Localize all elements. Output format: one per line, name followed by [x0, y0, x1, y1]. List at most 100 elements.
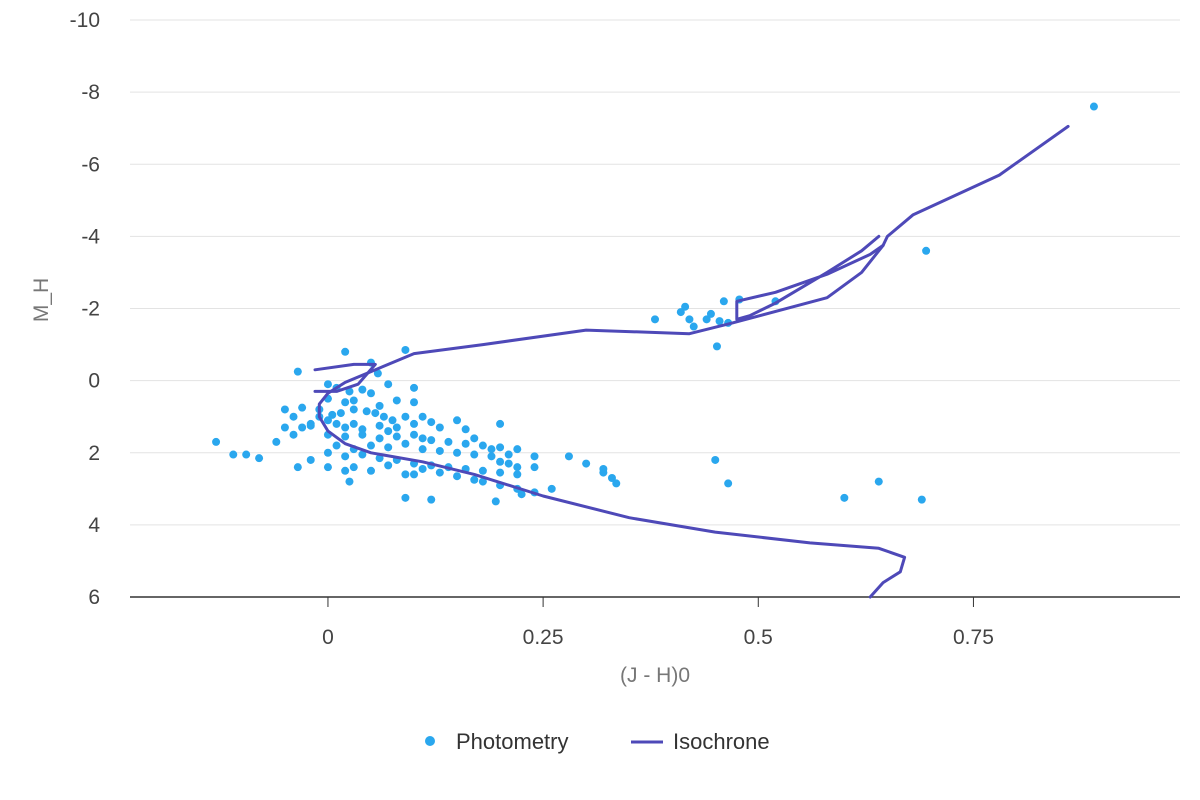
- data-point[interactable]: [470, 450, 479, 459]
- data-point[interactable]: [392, 432, 401, 441]
- data-point[interactable]: [375, 421, 384, 430]
- data-point[interactable]: [418, 464, 427, 473]
- data-point[interactable]: [306, 421, 315, 430]
- series-line-isochrone-1[interactable]: [317, 124, 1070, 599]
- data-point[interactable]: [401, 345, 410, 354]
- data-point[interactable]: [453, 472, 462, 481]
- data-point[interactable]: [392, 423, 401, 432]
- data-point[interactable]: [375, 434, 384, 443]
- data-point[interactable]: [371, 409, 380, 418]
- data-point[interactable]: [341, 466, 350, 475]
- data-point[interactable]: [341, 423, 350, 432]
- data-point[interactable]: [689, 322, 698, 331]
- data-point[interactable]: [513, 463, 522, 472]
- data-point[interactable]: [323, 463, 332, 472]
- data-point[interactable]: [280, 423, 289, 432]
- data-point[interactable]: [323, 448, 332, 457]
- data-point[interactable]: [362, 407, 371, 416]
- data-point[interactable]: [504, 450, 513, 459]
- data-point[interactable]: [349, 396, 358, 405]
- data-point[interactable]: [289, 430, 298, 439]
- series-line-isochrone-3[interactable]: [313, 362, 377, 393]
- data-point[interactable]: [401, 470, 410, 479]
- legend-item-isochrone[interactable]: Isochrone: [631, 729, 770, 754]
- data-point[interactable]: [410, 419, 419, 428]
- data-point[interactable]: [358, 385, 367, 394]
- data-point[interactable]: [681, 302, 690, 311]
- legend[interactable]: Photometry Isochrone: [425, 729, 770, 754]
- data-point[interactable]: [345, 477, 354, 486]
- data-point[interactable]: [487, 452, 496, 461]
- data-point[interactable]: [496, 468, 505, 477]
- data-point[interactable]: [366, 441, 375, 450]
- data-point[interactable]: [427, 495, 436, 504]
- data-point[interactable]: [582, 459, 591, 468]
- data-point[interactable]: [401, 412, 410, 421]
- data-point[interactable]: [435, 468, 444, 477]
- data-point[interactable]: [564, 452, 573, 461]
- data-point[interactable]: [685, 315, 694, 324]
- data-point[interactable]: [651, 315, 659, 324]
- data-point[interactable]: [358, 450, 367, 459]
- data-point[interactable]: [435, 446, 444, 455]
- data-point[interactable]: [917, 495, 926, 504]
- data-point[interactable]: [384, 427, 393, 436]
- data-point[interactable]: [712, 342, 721, 351]
- data-point[interactable]: [724, 479, 733, 488]
- data-point[interactable]: [513, 445, 522, 454]
- data-point[interactable]: [280, 405, 289, 414]
- data-point[interactable]: [401, 439, 410, 448]
- data-point[interactable]: [444, 437, 453, 446]
- data-point[interactable]: [599, 468, 608, 477]
- data-point[interactable]: [922, 246, 931, 255]
- data-point[interactable]: [410, 470, 419, 479]
- data-point[interactable]: [255, 454, 264, 463]
- data-point[interactable]: [336, 409, 345, 418]
- data-point[interactable]: [612, 479, 621, 488]
- data-point[interactable]: [461, 439, 470, 448]
- data-point[interactable]: [410, 398, 419, 407]
- data-point[interactable]: [840, 493, 849, 502]
- data-point[interactable]: [517, 490, 526, 499]
- data-point[interactable]: [298, 423, 307, 432]
- data-point[interactable]: [418, 412, 427, 421]
- data-point[interactable]: [341, 432, 350, 441]
- data-point[interactable]: [384, 380, 393, 389]
- data-point[interactable]: [272, 437, 281, 446]
- data-point[interactable]: [366, 466, 375, 475]
- data-point[interactable]: [874, 477, 883, 486]
- data-point[interactable]: [1089, 102, 1098, 111]
- data-point[interactable]: [607, 473, 616, 482]
- data-point[interactable]: [349, 405, 358, 414]
- data-point[interactable]: [478, 477, 487, 486]
- data-point[interactable]: [530, 452, 539, 461]
- data-point[interactable]: [706, 309, 715, 318]
- data-point[interactable]: [461, 425, 470, 434]
- data-point[interactable]: [293, 463, 302, 472]
- data-point[interactable]: [453, 416, 462, 425]
- data-point[interactable]: [349, 419, 358, 428]
- data-point[interactable]: [349, 463, 358, 472]
- data-point[interactable]: [487, 445, 496, 454]
- data-point[interactable]: [375, 401, 384, 410]
- data-point[interactable]: [212, 437, 221, 446]
- series-line-isochrone-2[interactable]: [735, 234, 885, 321]
- data-point[interactable]: [496, 443, 505, 452]
- data-point[interactable]: [453, 448, 462, 457]
- data-point[interactable]: [323, 380, 332, 389]
- data-point[interactable]: [373, 369, 382, 378]
- data-point[interactable]: [341, 347, 350, 356]
- data-point[interactable]: [504, 459, 513, 468]
- data-point[interactable]: [513, 470, 522, 479]
- data-point[interactable]: [341, 452, 350, 461]
- data-point[interactable]: [384, 443, 393, 452]
- data-point[interactable]: [715, 317, 724, 326]
- data-point[interactable]: [547, 484, 556, 493]
- data-point[interactable]: [323, 416, 332, 425]
- data-point[interactable]: [491, 497, 500, 506]
- data-point[interactable]: [410, 430, 419, 439]
- data-point[interactable]: [306, 455, 315, 464]
- data-point[interactable]: [345, 387, 354, 396]
- data-point[interactable]: [470, 434, 479, 443]
- data-point[interactable]: [435, 423, 444, 432]
